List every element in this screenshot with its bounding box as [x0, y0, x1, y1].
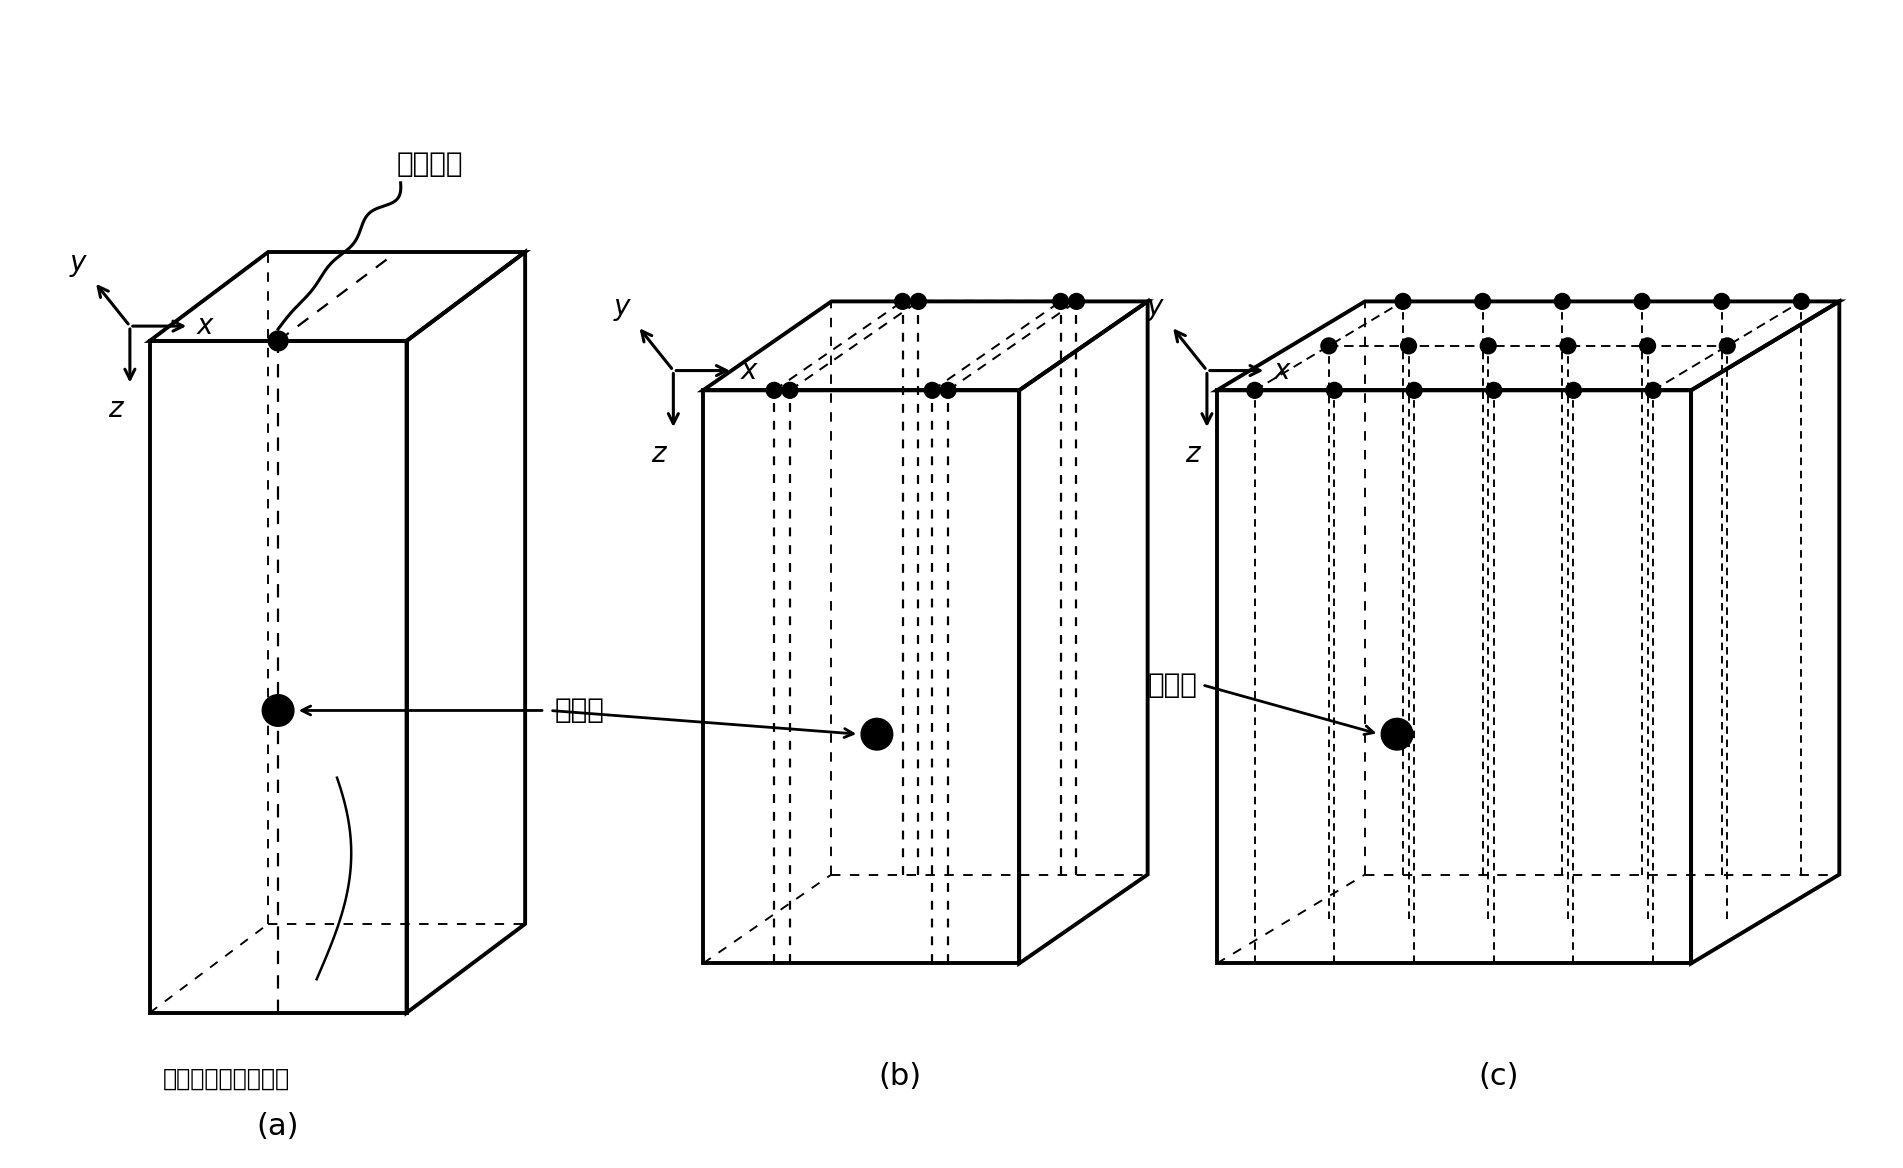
Circle shape: [1382, 718, 1412, 750]
Circle shape: [1475, 293, 1490, 310]
Circle shape: [1406, 382, 1422, 398]
Circle shape: [1486, 382, 1501, 398]
Circle shape: [1715, 293, 1730, 310]
Text: y: y: [1148, 293, 1163, 321]
Circle shape: [1566, 382, 1581, 398]
Circle shape: [1395, 293, 1410, 310]
Text: (c): (c): [1479, 1062, 1519, 1091]
Circle shape: [910, 293, 927, 310]
Circle shape: [1481, 338, 1496, 354]
Circle shape: [1246, 382, 1264, 398]
Circle shape: [1326, 382, 1342, 398]
Text: x: x: [1275, 356, 1290, 384]
Circle shape: [1793, 293, 1810, 310]
Circle shape: [1646, 382, 1661, 398]
Circle shape: [767, 382, 782, 398]
Circle shape: [894, 293, 910, 310]
Circle shape: [860, 718, 893, 750]
Text: z: z: [1186, 439, 1199, 467]
Circle shape: [1560, 338, 1576, 354]
Circle shape: [1635, 293, 1650, 310]
Text: (a): (a): [257, 1112, 299, 1141]
Circle shape: [1401, 338, 1416, 354]
Text: x: x: [198, 312, 213, 340]
Text: z: z: [651, 439, 666, 467]
Text: 吸收体: 吸收体: [1148, 670, 1197, 698]
Circle shape: [1555, 293, 1570, 310]
Text: (b): (b): [877, 1062, 921, 1091]
Circle shape: [1069, 293, 1085, 310]
Circle shape: [940, 382, 955, 398]
Circle shape: [782, 382, 797, 398]
Text: 光激发点: 光激发点: [398, 150, 464, 178]
Text: x: x: [740, 356, 757, 384]
Circle shape: [263, 695, 293, 726]
Circle shape: [925, 382, 940, 398]
Circle shape: [1640, 338, 1656, 354]
Circle shape: [1718, 338, 1736, 354]
Circle shape: [1052, 293, 1069, 310]
Text: y: y: [70, 249, 86, 277]
Circle shape: [268, 331, 287, 350]
Text: 光声信号的深度分布: 光声信号的深度分布: [164, 1068, 291, 1091]
Text: 吸收体: 吸收体: [556, 696, 605, 724]
Text: y: y: [613, 293, 630, 321]
Text: z: z: [108, 395, 122, 423]
Circle shape: [1321, 338, 1336, 354]
